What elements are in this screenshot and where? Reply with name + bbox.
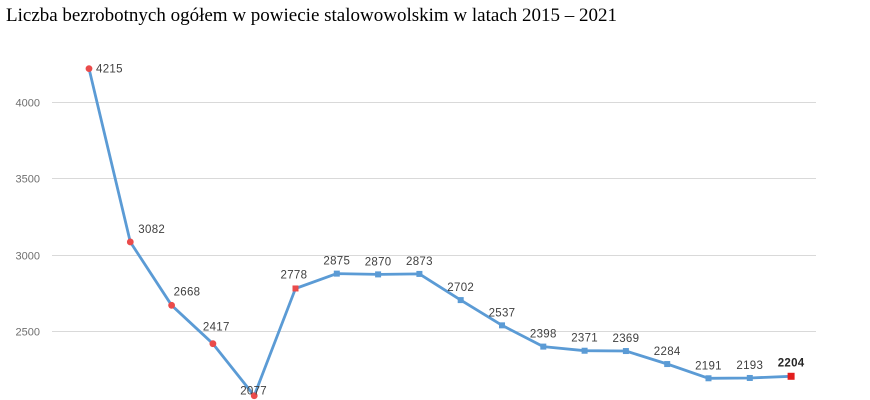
chart-title: Liczba bezrobotnych ogółem w powiecie st… [6,5,618,26]
data-point-5 [292,285,299,292]
data-point-2 [168,301,176,309]
data-label-5: 2778 [281,269,308,281]
data-label-4: 2077 [240,386,267,398]
data-point-15 [705,375,712,382]
data-point-14 [664,361,671,368]
y-tick-label-2500: 2500 [16,327,40,339]
data-point-17 [787,372,795,380]
data-label-14: 2284 [654,346,681,358]
data-point-9 [457,297,464,304]
data-point-16 [746,374,753,381]
data-label-16: 2193 [736,360,763,372]
data-label-11: 2398 [530,329,557,341]
data-label-1: 3082 [138,224,165,236]
data-label-0: 4215 [96,64,123,76]
data-label-15: 2191 [695,360,722,372]
data-point-4 [250,392,258,400]
data-label-7: 2870 [365,256,392,268]
data-label-12: 2371 [571,333,598,345]
data-point-11 [540,343,547,350]
data-point-12 [581,347,588,354]
data-point-0 [85,65,93,73]
data-label-2: 2668 [174,286,201,298]
data-point-10 [499,322,505,329]
data-point-7 [375,271,382,278]
gridlines [52,102,816,332]
data-label-3: 2417 [203,322,230,334]
y-axis-tick-labels: 2500 3000 3500 4000 [16,98,40,339]
data-label-9: 2702 [447,282,474,294]
data-label-8: 2873 [406,256,433,268]
data-label-6: 2875 [323,256,350,268]
data-point-markers [85,65,795,400]
y-tick-label-4000: 4000 [16,98,40,110]
data-labels: 4215 3082 2668 2417 2077 2778 2875 2870 2873 2702… [96,64,805,398]
series-line-path [87,67,793,398]
data-point-1 [126,238,134,246]
data-point-13 [622,348,629,355]
data-point-3 [209,340,217,348]
data-label-10: 2537 [489,307,516,319]
data-label-13: 2369 [613,333,640,345]
y-tick-label-3000: 3000 [16,251,40,263]
data-label-17: 2204 [778,357,805,369]
y-tick-label-3500: 3500 [16,174,40,186]
series-line [87,67,793,398]
data-point-6 [333,270,340,277]
data-point-8 [416,270,423,277]
